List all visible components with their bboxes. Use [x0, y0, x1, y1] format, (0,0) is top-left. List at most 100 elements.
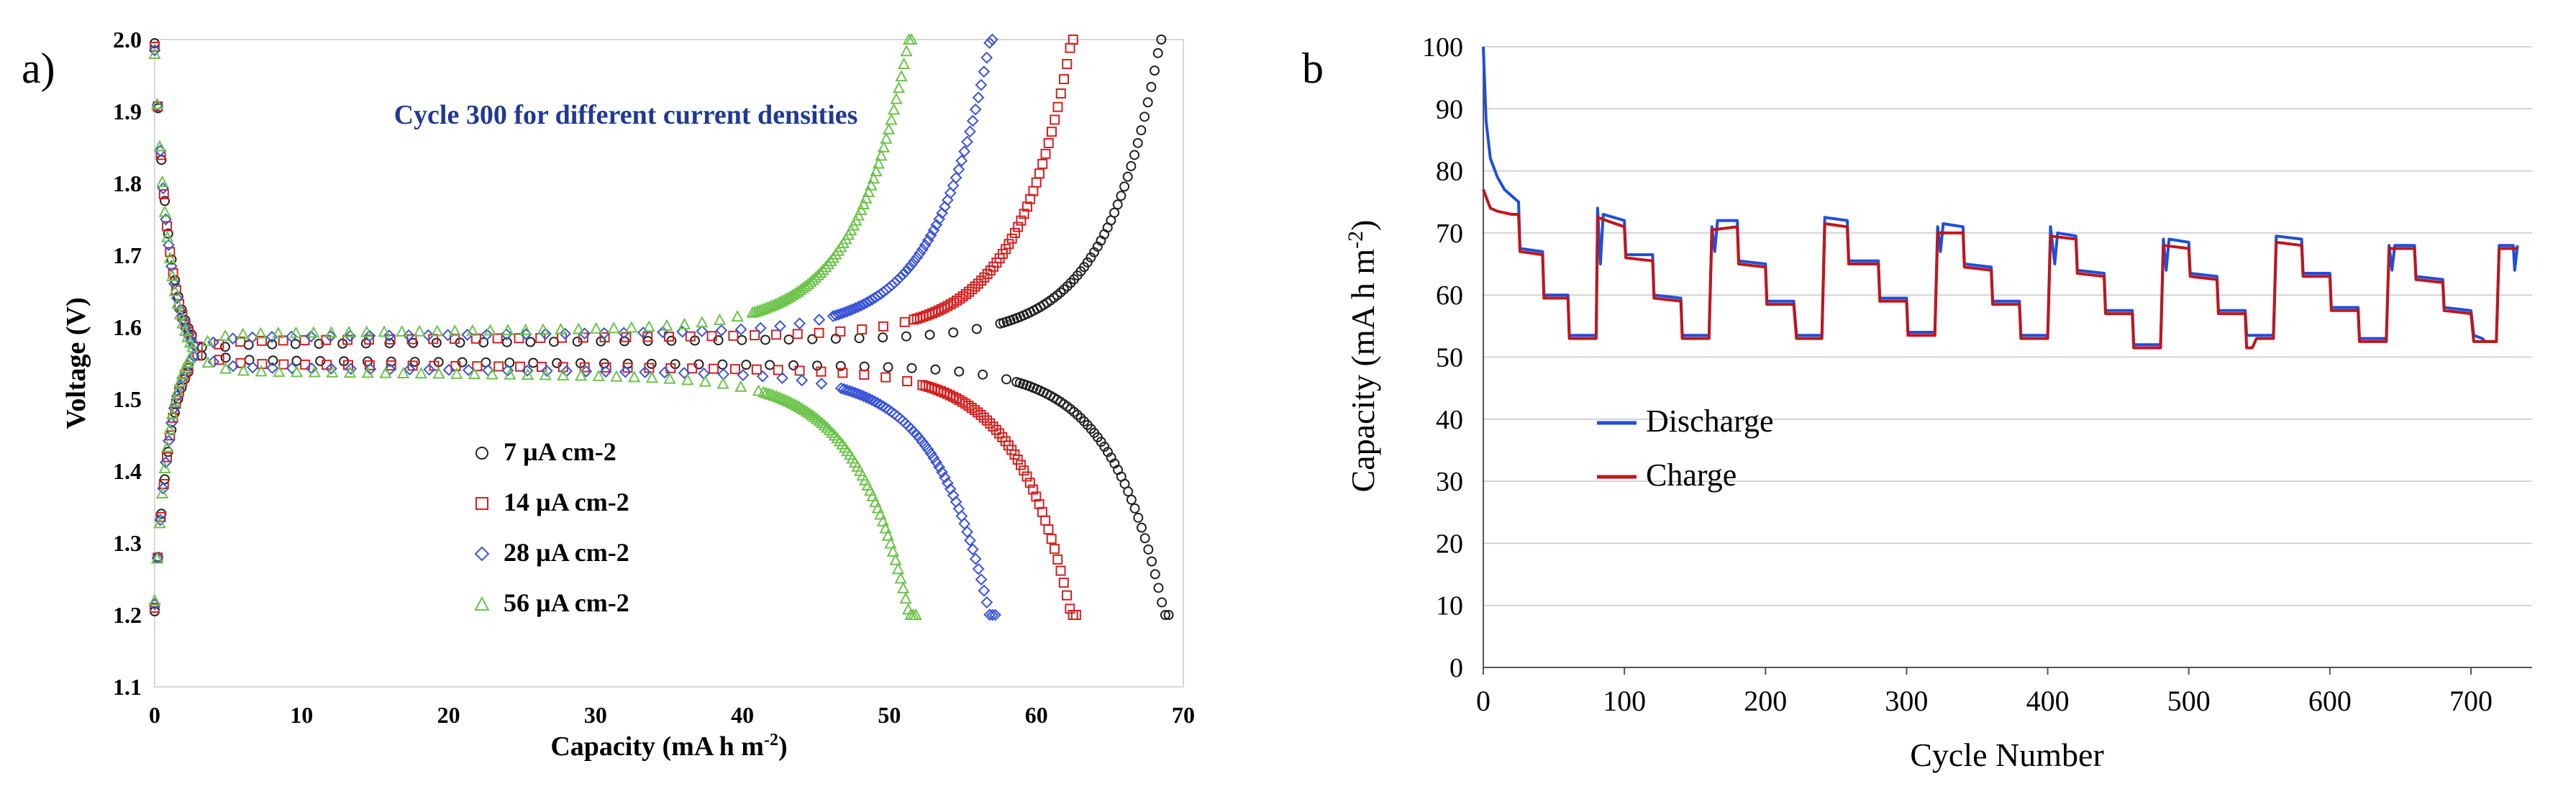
data-point: [868, 395, 881, 408]
data-point: [183, 351, 196, 363]
data-point: [1043, 524, 1054, 535]
data-point: [1163, 610, 1174, 620]
x-tick-label: 500: [2167, 685, 2211, 717]
x-tick-label: 0: [1476, 685, 1490, 717]
data-point: [954, 366, 965, 377]
data-point: [519, 323, 532, 335]
data-point: [880, 132, 893, 144]
data-point: [1050, 114, 1060, 125]
data-point: [170, 384, 184, 396]
data-point: [942, 301, 953, 311]
data-point: [716, 377, 729, 389]
data-point: [601, 362, 611, 373]
data-point: [948, 327, 959, 338]
x-tick-label: 100: [1603, 685, 1646, 717]
data-point: [1160, 610, 1170, 620]
data-point: [835, 360, 846, 371]
data-point: [860, 296, 873, 309]
data-point: [178, 324, 192, 337]
data-point: [698, 375, 712, 387]
data-point: [775, 391, 788, 404]
data-point: [1065, 42, 1075, 53]
data-point: [1059, 74, 1070, 85]
data-point: [838, 306, 851, 319]
x-tick-label: 50: [878, 702, 901, 728]
data-point: [882, 122, 896, 134]
data-point: [1099, 442, 1110, 452]
data-point: [951, 393, 962, 403]
data-point: [975, 78, 988, 91]
panel-b-legend: Discharge Charge: [1597, 403, 1774, 493]
y-tick-label: 90: [1436, 94, 1463, 124]
data-point: [877, 400, 890, 413]
data-point: [267, 339, 278, 350]
data-point: [796, 374, 809, 387]
x-tick-label: 40: [731, 702, 754, 728]
data-point: [961, 135, 973, 148]
data-point: [737, 369, 750, 381]
data-point: [1034, 168, 1044, 179]
data-point: [590, 321, 603, 334]
data-point: [227, 332, 240, 345]
data-point: [698, 367, 710, 380]
x-tick-label: 70: [1172, 702, 1195, 728]
data-point: [877, 140, 891, 152]
data-point: [572, 322, 585, 334]
data-point: [448, 324, 461, 337]
data-point: [860, 191, 873, 204]
data-point: [855, 388, 867, 401]
data-point: [150, 97, 164, 109]
data-point: [214, 339, 224, 350]
data-point: [580, 365, 593, 378]
data-point: [1152, 47, 1163, 58]
data-point: [1052, 101, 1063, 112]
data-point: [220, 352, 231, 363]
data-point: [899, 316, 910, 327]
data-point: [1021, 471, 1032, 482]
data-point: [731, 310, 744, 322]
data-point: [1132, 137, 1143, 148]
data-point: [982, 269, 993, 280]
data-point: [165, 260, 178, 273]
data-point: [227, 360, 240, 373]
data-point: [894, 572, 907, 584]
data-point: [219, 342, 230, 352]
data-point: [706, 331, 717, 342]
data-point: [871, 396, 884, 409]
data-point: [862, 185, 875, 197]
legend-entry-label: Discharge: [1646, 403, 1774, 439]
panel-a-chart: 0 10 20 30 40 50 60 70 1.1 1.2 1.3 1.4 1.5 1.6 1.7 1.8…: [61, 27, 1195, 762]
data-point: [822, 257, 835, 270]
x-tick-label: 20: [437, 702, 460, 728]
data-point: [163, 228, 173, 239]
data-point: [800, 405, 814, 417]
data-point: [1001, 374, 1012, 385]
data-point: [890, 92, 903, 104]
data-point: [1150, 65, 1160, 76]
data-point: [857, 324, 868, 335]
data-point: [854, 333, 865, 344]
data-point: [158, 461, 171, 474]
data-point: [621, 332, 632, 342]
y-tick-label: 80: [1436, 157, 1463, 187]
data-point: [831, 432, 844, 444]
data-point: [304, 330, 317, 343]
data-point: [874, 398, 887, 411]
data-point: [860, 391, 873, 403]
x-tick-label: 400: [2026, 685, 2070, 717]
data-point: [973, 278, 983, 289]
data-point: [835, 326, 846, 337]
data-point: [537, 323, 550, 335]
data-point: [237, 364, 250, 376]
data-point: [788, 360, 799, 370]
data-point: [150, 42, 160, 53]
data-point: [1055, 565, 1066, 576]
data-point: [160, 213, 172, 226]
data-point: [1123, 486, 1134, 497]
data-point: [756, 303, 769, 315]
data-point: [219, 362, 232, 374]
data-point: [717, 359, 728, 370]
data-point: [413, 324, 426, 337]
data-point: [363, 329, 376, 342]
